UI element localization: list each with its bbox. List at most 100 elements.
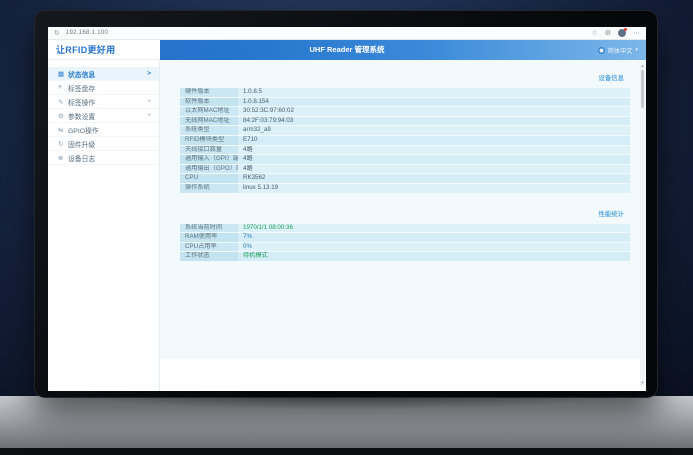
sidebar-item-status[interactable]: ▦ 状态信息 > [48,67,159,81]
row-label: 以太网MAC地址 [180,107,238,116]
performance-link[interactable]: 性能统计 [598,210,624,218]
monitor-shadow [60,394,633,410]
row-label: 工作状态 [180,252,238,261]
page-footer [160,359,646,391]
sidebar-item-label: 参数设置 [68,113,96,121]
row-value: 84:2F:03:79:94:03 [238,116,630,126]
row-value: linux 5.13.19 [238,183,630,193]
main-area: 设备信息 硬件版本 1.0.8.5 软件版本 1.0.8.154 [160,60,646,391]
sidebar-item-label: 固件升级 [68,141,96,149]
monitor-bezel: ↻ 192.168.1.100 ☆ ⚙ ⋯ 让RFID更好用 简体中文 ▾ [34,10,658,398]
main-content: 设备信息 硬件版本 1.0.8.5 软件版本 1.0.8.154 [160,60,646,359]
sidebar-item-firmware-upgrade[interactable]: ↻ 固件升级 [48,137,159,151]
sidebar-item-device-log[interactable]: ≣ 设备日志 [48,151,159,165]
row-label: 通用输出（GPO）端口数量 [180,164,238,174]
language-label: 简体中文 [607,47,633,55]
log-icon: ≣ [58,154,64,162]
sidebar-item-tag-operation[interactable]: ✎ 标签操作 + [48,95,159,109]
sidebar-item-label: 标签操作 [68,99,96,107]
table-row: 以太网MAC地址 30:52:3C:97:60:02 [180,107,630,116]
row-value: 1.0.8.154 [238,97,630,107]
sidebar-item-tag-inventory[interactable]: ≡ 标签盘存 [48,81,159,95]
sidebar: ▦ 状态信息 > ≡ 标签盘存 ✎ 标签操作 + [48,60,160,391]
row-label: 系统当前时间 [180,223,238,233]
table-row: CPU占用率 0% [180,242,630,252]
row-label: 系统类型 [180,126,238,135]
row-value: 1970/1/1 08:00:36 [238,223,630,233]
language-selector[interactable]: 简体中文 ▾ [597,46,638,55]
scrollbar-thumb[interactable] [641,70,644,108]
expand-plus-icon[interactable]: + [147,112,151,119]
row-label: 无线网MAC地址 [180,116,238,126]
device-info-link[interactable]: 设备信息 [598,75,624,82]
table-row: RFID模块类型 E710 [180,135,630,145]
sidebar-item-label: 设备日志 [68,155,96,163]
table-row: 软件版本 1.0.8.154 [180,97,630,107]
notification-dot [624,28,627,31]
screen: ↻ 192.168.1.100 ☆ ⚙ ⋯ 让RFID更好用 简体中文 ▾ [48,27,646,391]
app-header: 让RFID更好用 简体中文 ▾ UHF Reader 管理系统 [48,40,646,60]
settings-icon: ⚙ [58,112,64,120]
table-row: 无线网MAC地址 84:2F:03:79:94:03 [180,116,630,126]
row-value: 7% [238,233,630,242]
row-label: 通用输入（GPI）端口数量 [180,155,238,164]
row-label: CPU占用率 [180,242,238,252]
row-value: RK3562 [238,174,630,183]
tag-ops-icon: ✎ [58,98,64,106]
scroll-up-icon[interactable]: ▲ [640,63,645,68]
extensions-icon[interactable]: ⚙ [604,30,611,37]
row-label: 操作系统 [180,183,238,193]
table-row: 工作状态 待机模式 [180,252,630,261]
performance-link-row: 性能统计 [180,200,630,224]
sidebar-item-label: 状态信息 [68,71,96,79]
sidebar-item-parameter-settings[interactable]: ⚙ 参数设置 + [48,109,159,123]
row-label: 硬件版本 [180,88,238,97]
status-icon: ▦ [58,70,65,78]
chevron-down-icon: ▾ [635,47,638,53]
profile-avatar[interactable] [618,28,627,37]
row-label: 天线接口数量 [180,145,238,155]
expand-plus-icon[interactable]: + [147,98,151,105]
row-value: E710 [238,135,630,145]
row-value: 1.0.8.5 [238,88,630,97]
row-value: 4路 [238,145,630,155]
table-row: 通用输出（GPO）端口数量 4路 [180,164,630,174]
table-row: CPU RK3562 [180,174,630,183]
firmware-icon: ↻ [58,140,64,148]
bookmark-star-icon[interactable]: ☆ [591,30,598,37]
performance-table: 系统当前时间 1970/1/1 08:00:36 RAM使用率 7% CPU占用… [180,223,630,261]
inventory-icon: ≡ [58,84,62,91]
device-info-link-row: 设备信息 [180,64,630,88]
table-row: 硬件版本 1.0.8.5 [180,88,630,97]
table-row: RAM使用率 7% [180,233,630,242]
globe-icon [597,46,605,54]
row-value: 4路 [238,155,630,164]
row-value: arm32_a9 [238,126,630,135]
row-label: RFID模块类型 [180,135,238,145]
table-row: 通用输入（GPI）端口数量 4路 [180,155,630,164]
reload-icon[interactable]: ↻ [54,30,60,37]
browser-menu-icon[interactable]: ⋯ [633,30,640,37]
table-row: 操作系统 linux 5.13.19 [180,183,630,193]
scroll-down-icon[interactable]: ▼ [640,380,645,385]
table-row: 系统类型 arm32_a9 [180,126,630,135]
sidebar-item-gpio[interactable]: ⇆ GPIO操作 [48,123,159,137]
row-value: 0% [238,242,630,252]
row-label: RAM使用率 [180,233,238,242]
row-value: 30:52:3C:97:60:02 [238,107,630,116]
floor-edge [0,448,693,455]
gpio-icon: ⇆ [58,126,64,134]
device-info-table: 硬件版本 1.0.8.5 软件版本 1.0.8.154 以太网MAC地址 30:… [180,88,630,193]
sidebar-item-label: 标签盘存 [68,85,96,93]
vertical-scrollbar[interactable]: ▲ ▼ [640,63,645,385]
sidebar-item-label: GPIO操作 [68,127,99,135]
chevron-right-icon: > [147,70,151,77]
address-bar[interactable]: 192.168.1.100 [65,30,109,36]
row-label: CPU [180,174,238,183]
table-row: 系统当前时间 1970/1/1 08:00:36 [180,223,630,233]
row-label: 软件版本 [180,97,238,107]
app-logo: 让RFID更好用 [48,40,160,60]
header-bar: 简体中文 ▾ [160,40,646,60]
page-body: ▦ 状态信息 > ≡ 标签盘存 ✎ 标签操作 + [48,60,646,391]
